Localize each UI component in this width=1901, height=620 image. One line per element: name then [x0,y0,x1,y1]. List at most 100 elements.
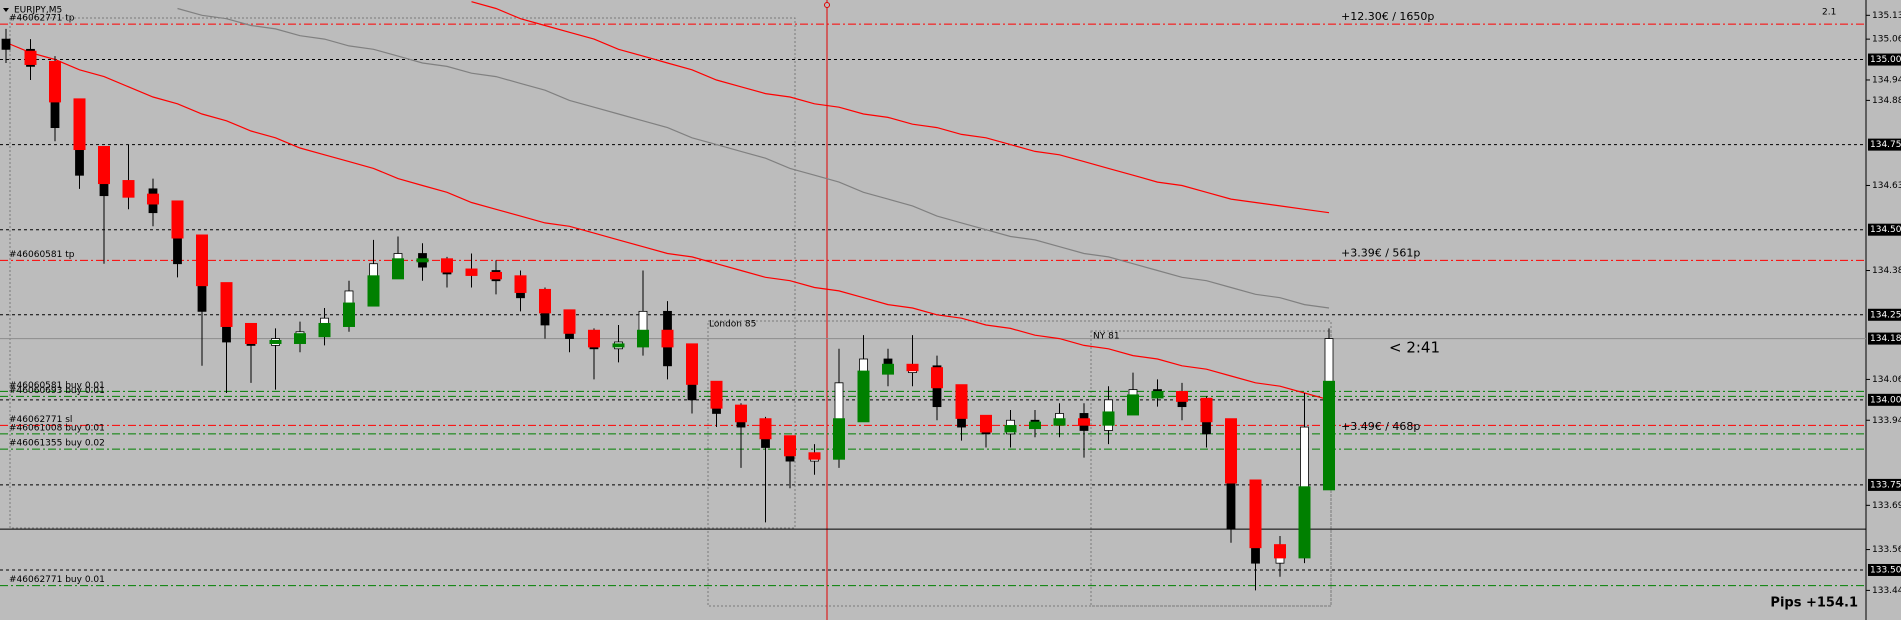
level-label-box [1868,563,1901,576]
signal-bar [416,258,429,263]
signal-bar [563,309,576,334]
level-label: 134.75 [1870,140,1901,150]
signal-bar [367,275,380,307]
signal-bar [490,271,502,280]
level-label-box [1868,308,1901,321]
order-label: #46061355 buy 0.02 [9,439,105,449]
signal-bar [1249,479,1262,549]
y-tick-label: 134.63 [1872,181,1901,191]
signal-bar [1225,418,1237,484]
symbol-label: EURJPY,M5 [14,6,62,16]
level-label-box [1868,393,1901,406]
order-label: #46060581 tp [9,250,75,260]
bid-label-box [1868,332,1901,345]
y-tick-label: 133.56 [1872,545,1901,555]
countdown: < 2:41 [1389,339,1440,357]
y-tick-label: 135.06 [1872,35,1901,45]
signal-bar [784,435,796,457]
signal-bar [24,50,37,65]
level-label-box [1868,223,1901,236]
level-label-box [1868,53,1901,66]
signal-bar [1323,380,1335,491]
signal-bar [318,322,331,338]
order-label: #46062771 tp [9,14,75,24]
plot-layer: 135.13 135.06 134.94 134.88 134.63 134.38 134.… [0,1,1901,596]
signal-bar [514,275,527,293]
signal-bar [1127,394,1139,416]
order-label: #46060693 buy 0.01 [9,386,105,396]
signal-bar [171,200,184,239]
signal-bar [343,302,355,327]
order-profit: +12.30€ / 1650p [1341,10,1434,23]
order-label: #46062771 buy 0.01 [9,575,105,585]
level-label-box [1868,138,1901,151]
level-label: 133.50 [1870,565,1901,575]
y-tick-label: 133.69 [1872,501,1901,511]
signal-bar [1151,391,1164,399]
signal-bar [441,258,453,273]
signal-bar [98,146,110,185]
level-label: 135.00 [1870,55,1901,65]
signal-bar [392,258,404,280]
signal-bar [73,98,86,151]
signal-bar [955,384,968,419]
signal-bar [980,414,992,433]
moving-average [5,41,1330,401]
signal-bar [759,418,772,440]
time-marker-handle [824,2,830,8]
y-tick-label: 135.13 [1872,11,1901,21]
order-label: #46061008 buy 0.01 [9,423,105,433]
signal-bar [588,329,600,348]
session-label: NY 81 [1093,332,1120,342]
y-tick-label: 134.88 [1872,96,1901,106]
moving-average [471,1,1330,214]
signal-bar [735,404,747,423]
level-label: 134.50 [1870,225,1901,235]
signal-bar [1200,397,1213,423]
signal-bar [49,60,61,103]
signal-bar [686,343,698,385]
order-label: #46062771 sl [9,415,72,425]
signal-bar [661,329,674,348]
bid-label: 134.18 [1870,334,1901,344]
signal-bar [147,193,159,205]
signal-bar [710,380,723,409]
candle-body [1,38,11,50]
signal-bar [882,363,894,375]
signal-bar [1004,425,1017,433]
signal-bar [857,370,870,423]
menu-arrow[interactable] [3,8,9,12]
signal-bar [539,288,551,314]
order-profit: +3.49€ / 468p [1341,420,1420,433]
y-tick-label: 134.06 [1872,375,1901,385]
level-label: 133.75 [1870,480,1901,490]
signal-bar [245,322,257,344]
signal-bar [833,418,845,460]
session-label: London 85 [709,320,756,330]
y-tick-label: 133.94 [1872,416,1901,426]
signal-bar [220,282,233,327]
signal-bar [465,268,478,276]
signal-bar [637,329,649,348]
level-label-box [1868,478,1901,491]
moving-average [177,7,1330,309]
signal-bar [612,343,625,348]
signal-bar [1053,418,1066,426]
level-label: 134.00 [1870,395,1901,405]
signal-bar [1029,421,1041,430]
y-tick-label: 134.94 [1872,75,1901,85]
order-profit: +3.39€ / 561p [1341,246,1420,259]
signal-bar [196,234,208,287]
range-box [9,17,796,529]
y-tick-label: 133.44 [1872,586,1901,596]
signal-bar [1078,418,1090,426]
signal-bar [122,180,135,198]
signal-bar [906,363,919,372]
pips-total: Pips +154.1 [1770,596,1858,611]
y-tick-label: 134.38 [1872,266,1901,276]
signal-bar [1298,486,1311,559]
signal-bar [931,367,943,389]
